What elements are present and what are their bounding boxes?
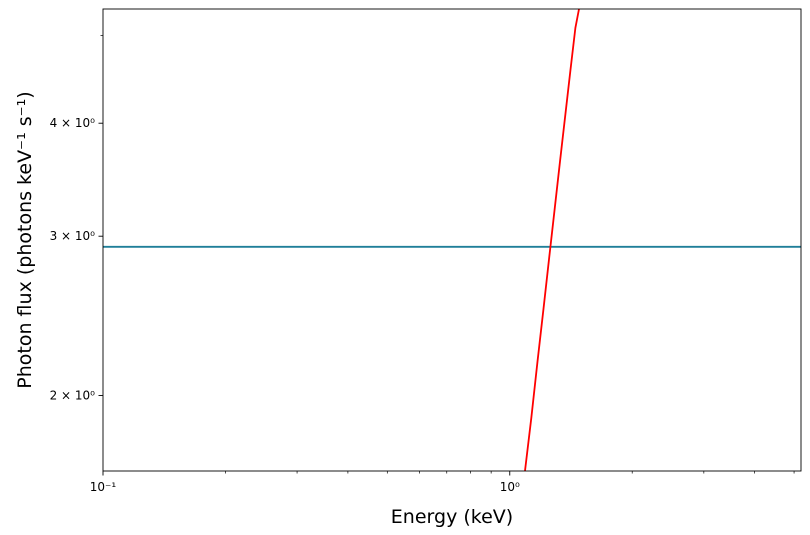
x-axis-title-group: Energy (keV) — [391, 506, 513, 528]
x-axis-label: Energy (keV) — [391, 506, 513, 528]
series-group — [103, 9, 801, 471]
plot-background — [103, 9, 801, 471]
y-tick-label-1: 2 × 10⁰ — [50, 388, 96, 402]
x-tick-label-2: 10⁰ — [500, 480, 520, 494]
x-tick-label-1: 10⁻¹ — [90, 480, 117, 494]
plot-frame — [102, 8, 802, 472]
y-tick-label-3: 4 × 10⁰ — [50, 116, 96, 130]
plot-layer: 10⁻¹ 10⁰ 2 × 10⁰ 3 × 10⁰ 4 × 10⁰ — [50, 8, 802, 494]
series-line-2 — [524, 9, 580, 471]
y-axis-title-group: Photon flux (photons keV⁻¹ s⁻¹) — [14, 91, 36, 388]
y-tick-label-2: 3 × 10⁰ — [50, 229, 96, 243]
y-axis-label: Photon flux (photons keV⁻¹ s⁻¹) — [14, 91, 36, 388]
